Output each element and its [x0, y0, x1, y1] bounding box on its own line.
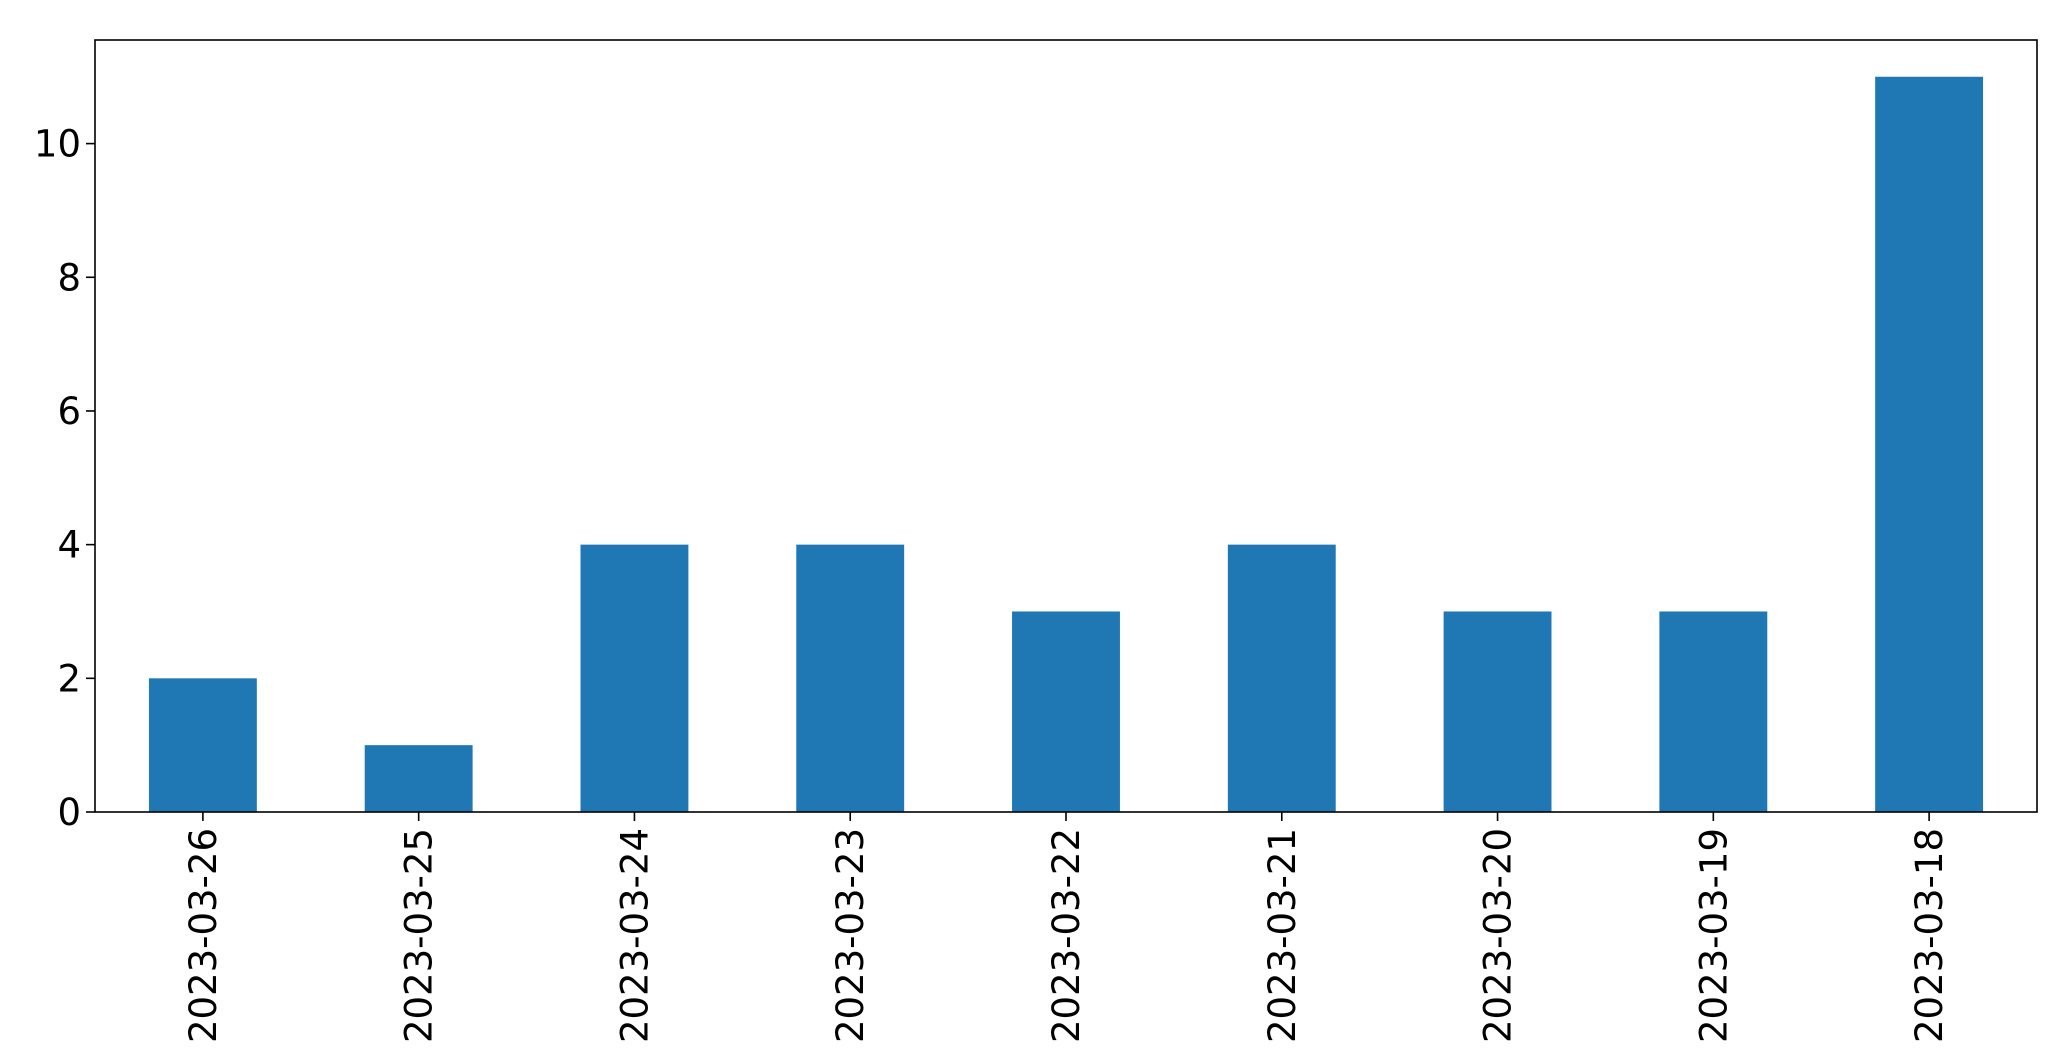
bar-2023-03-26: [148, 678, 257, 812]
x-tick-label: 2023-03-25: [398, 828, 441, 1043]
x-tick-label: 2023-03-20: [1477, 828, 1520, 1043]
x-tick-label: 2023-03-26: [182, 828, 225, 1043]
x-tick-label: 2023-03-23: [829, 828, 872, 1043]
x-tick-label: 2023-03-24: [613, 828, 656, 1043]
x-tick-label: 2023-03-18: [1908, 828, 1951, 1043]
x-tick-label: 2023-03-19: [1692, 828, 1735, 1043]
x-tick-label: 2023-03-21: [1261, 828, 1304, 1043]
x-tick-label: 2023-03-22: [1045, 828, 1088, 1043]
bars-group: [148, 76, 1984, 812]
bar-2023-03-22: [1012, 611, 1120, 812]
bar-2023-03-21: [1227, 544, 1336, 812]
bar-2023-03-24: [580, 544, 689, 812]
bar-2023-03-23: [796, 544, 905, 812]
y-tick-label: 6: [57, 390, 81, 433]
x-axis: 2023-03-26 2023-03-25 2023-03-24 2023-03-23…: [182, 812, 1951, 1043]
bar-2023-03-19: [1659, 611, 1768, 812]
y-tick-label: 0: [57, 791, 81, 834]
y-tick-label: 4: [57, 524, 81, 567]
y-tick-label: 10: [34, 123, 81, 166]
y-axis: 0 2 4 6 8 10: [34, 123, 95, 834]
bar-2023-03-18: [1875, 76, 1984, 812]
bar-2023-03-20: [1443, 611, 1552, 812]
y-tick-label: 8: [57, 256, 81, 299]
bar-2023-03-25: [364, 745, 473, 812]
y-tick-label: 2: [57, 657, 81, 700]
plot-frame: [94, 39, 2038, 813]
